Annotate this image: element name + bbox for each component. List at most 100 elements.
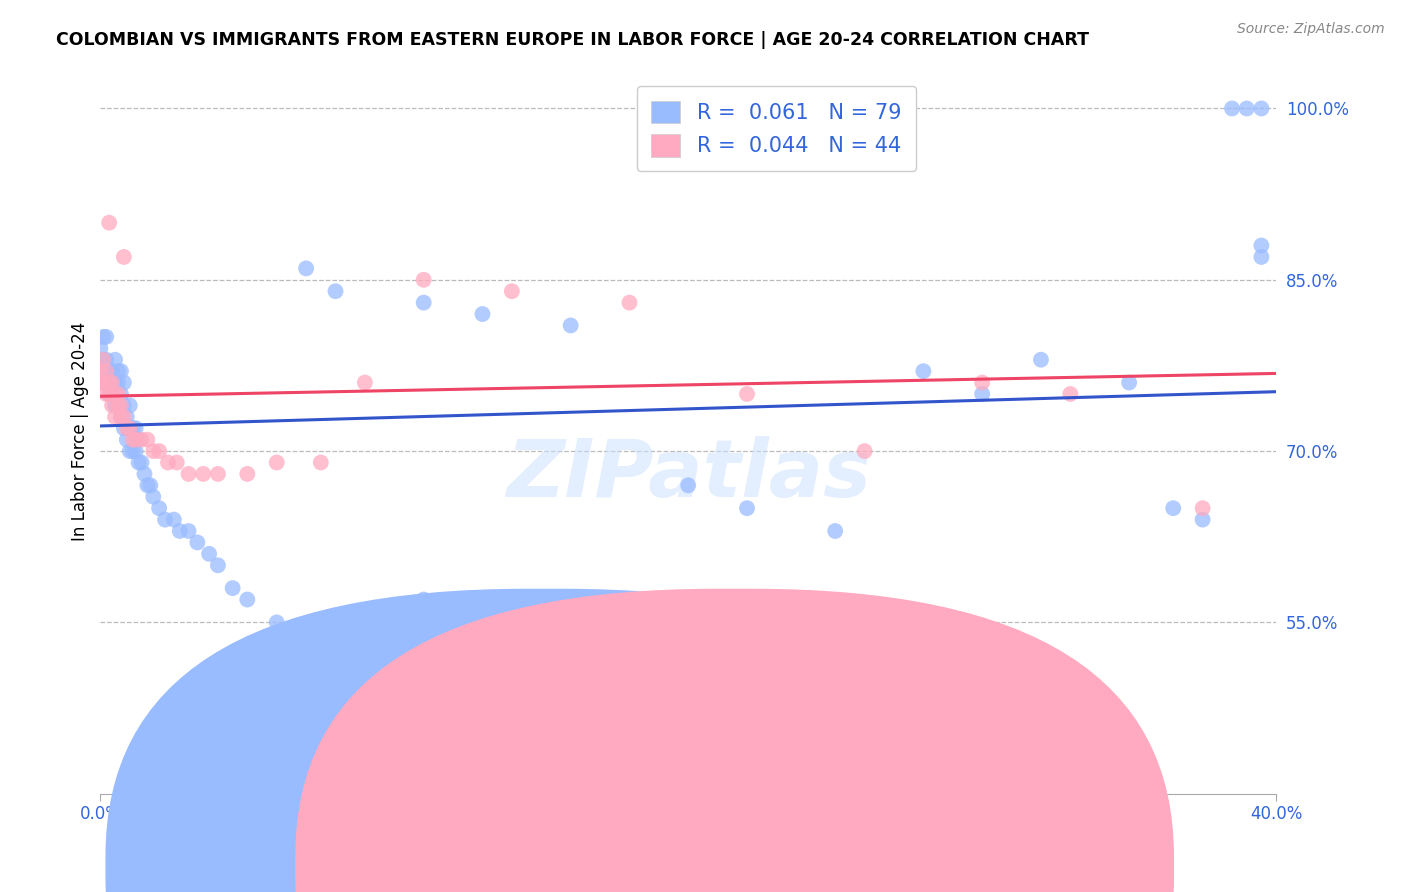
- Point: [121, 421, 143, 435]
- Point: [309, 455, 332, 469]
- Point: [91, 352, 114, 367]
- Point: [1250, 102, 1272, 116]
- Point: [104, 352, 127, 367]
- Y-axis label: In Labor Force | Age 20-24: In Labor Force | Age 20-24: [72, 321, 89, 541]
- Point: [112, 376, 135, 390]
- Point: [104, 376, 127, 390]
- Point: [128, 455, 150, 469]
- Point: [101, 364, 124, 378]
- Point: [110, 409, 132, 424]
- Point: [134, 467, 156, 481]
- Point: [112, 409, 135, 424]
- Point: [89, 376, 111, 390]
- Point: [166, 455, 188, 469]
- Point: [98, 376, 121, 390]
- Point: [148, 501, 170, 516]
- Text: COLOMBIAN VS IMMIGRANTS FROM EASTERN EUROPE IN LABOR FORCE | AGE 20-24 CORRELATI: COLOMBIAN VS IMMIGRANTS FROM EASTERN EUR…: [56, 31, 1090, 49]
- Point: [118, 398, 141, 412]
- Point: [110, 387, 132, 401]
- Point: [118, 421, 141, 435]
- Point: [295, 261, 318, 276]
- Text: ZIPatlas: ZIPatlas: [506, 435, 870, 514]
- Point: [98, 387, 121, 401]
- Point: [972, 376, 994, 390]
- Point: [128, 433, 150, 447]
- Point: [198, 547, 221, 561]
- Point: [266, 455, 288, 469]
- Point: [101, 387, 124, 401]
- Point: [98, 364, 121, 378]
- Text: Colombians: Colombians: [569, 859, 666, 877]
- Point: [107, 387, 129, 401]
- Point: [177, 524, 200, 538]
- Point: [295, 638, 318, 652]
- Point: [1250, 250, 1272, 264]
- Point: [124, 433, 146, 447]
- Point: [619, 295, 641, 310]
- Point: [96, 376, 118, 390]
- Point: [1161, 501, 1184, 516]
- Point: [131, 433, 153, 447]
- Point: [115, 421, 138, 435]
- Point: [1118, 376, 1140, 390]
- Point: [169, 524, 191, 538]
- Point: [107, 376, 129, 390]
- Point: [1191, 513, 1213, 527]
- Point: [110, 398, 132, 412]
- Point: [1029, 352, 1052, 367]
- Point: [676, 478, 699, 492]
- Point: [382, 673, 405, 687]
- Point: [110, 364, 132, 378]
- Point: [112, 421, 135, 435]
- Point: [501, 284, 523, 298]
- Point: [107, 364, 129, 378]
- Point: [1191, 501, 1213, 516]
- Point: [603, 615, 626, 630]
- Point: [104, 398, 127, 412]
- Point: [186, 535, 208, 549]
- Point: [89, 364, 111, 378]
- Point: [96, 330, 118, 344]
- Point: [266, 615, 288, 630]
- Point: [221, 581, 243, 595]
- Point: [121, 433, 143, 447]
- Point: [325, 284, 347, 298]
- Point: [98, 216, 121, 230]
- Text: Source: ZipAtlas.com: Source: ZipAtlas.com: [1237, 22, 1385, 37]
- Point: [89, 376, 111, 390]
- Point: [912, 364, 935, 378]
- Point: [236, 592, 259, 607]
- Point: [136, 478, 159, 492]
- Point: [412, 295, 434, 310]
- Point: [124, 421, 146, 435]
- Point: [112, 250, 135, 264]
- Point: [118, 421, 141, 435]
- Point: [104, 409, 127, 424]
- Point: [96, 387, 118, 401]
- Point: [471, 604, 494, 618]
- Point: [142, 490, 165, 504]
- Point: [193, 467, 215, 481]
- Point: [101, 398, 124, 412]
- Point: [412, 273, 434, 287]
- Point: [124, 444, 146, 458]
- Point: [163, 513, 186, 527]
- Point: [153, 513, 176, 527]
- Point: [853, 444, 876, 458]
- Point: [89, 341, 111, 355]
- Point: [824, 524, 846, 538]
- Point: [142, 444, 165, 458]
- Point: [1059, 387, 1081, 401]
- Point: [101, 376, 124, 390]
- Point: [530, 592, 553, 607]
- Point: [325, 649, 347, 664]
- Point: [118, 444, 141, 458]
- Point: [91, 364, 114, 378]
- Point: [115, 433, 138, 447]
- Text: Immigrants from Eastern Europe: Immigrants from Eastern Europe: [759, 859, 1031, 877]
- Point: [112, 398, 135, 412]
- Point: [148, 444, 170, 458]
- Point: [207, 467, 229, 481]
- Point: [354, 376, 377, 390]
- Point: [131, 455, 153, 469]
